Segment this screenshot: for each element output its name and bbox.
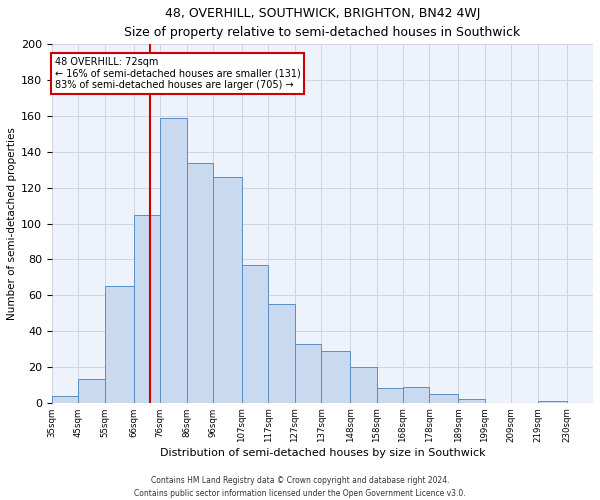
Bar [321, 351, 350, 403]
Bar [458, 399, 485, 403]
Bar [134, 214, 160, 403]
Y-axis label: Number of semi-detached properties: Number of semi-detached properties [7, 127, 17, 320]
Bar [213, 177, 242, 403]
Bar [187, 162, 213, 403]
Bar [242, 264, 268, 403]
Bar [268, 304, 295, 403]
Bar [377, 388, 403, 403]
Title: 48, OVERHILL, SOUTHWICK, BRIGHTON, BN42 4WJ
Size of property relative to semi-de: 48, OVERHILL, SOUTHWICK, BRIGHTON, BN42 … [124, 7, 521, 39]
Bar [160, 118, 187, 403]
X-axis label: Distribution of semi-detached houses by size in Southwick: Distribution of semi-detached houses by … [160, 448, 485, 458]
Bar [430, 394, 458, 403]
Text: 48 OVERHILL: 72sqm
← 16% of semi-detached houses are smaller (131)
83% of semi-d: 48 OVERHILL: 72sqm ← 16% of semi-detache… [55, 57, 301, 90]
Bar [52, 396, 79, 403]
Bar [538, 401, 566, 403]
Bar [403, 386, 430, 403]
Bar [350, 367, 377, 403]
Text: Contains HM Land Registry data © Crown copyright and database right 2024.
Contai: Contains HM Land Registry data © Crown c… [134, 476, 466, 498]
Bar [79, 380, 105, 403]
Bar [105, 286, 134, 403]
Bar [295, 344, 321, 403]
